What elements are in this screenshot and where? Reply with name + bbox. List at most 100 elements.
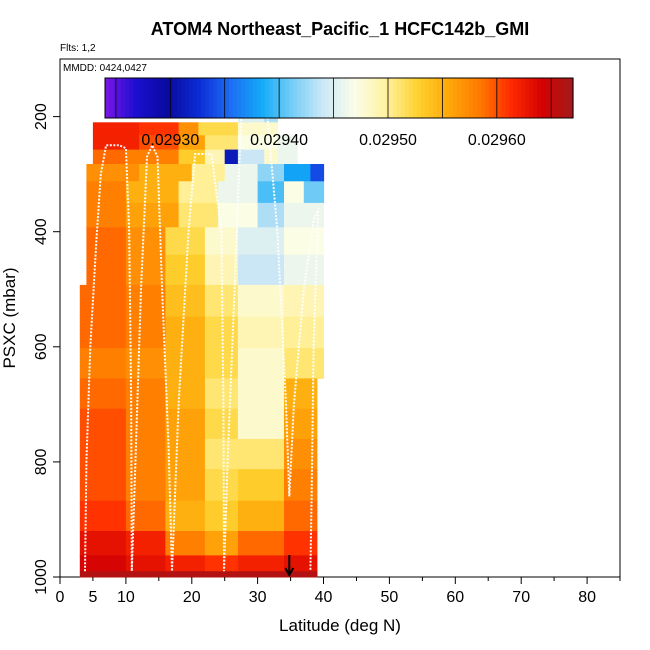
colorbar-tick-lines [115,78,552,118]
colorbar-swatch [189,78,194,118]
heatmap-cell [165,408,206,440]
colorbar-labels: 0.02930 0.02940 0.02950 0.02960 [141,132,525,149]
heatmap-cell [284,408,318,440]
colorbar-tick-label: 0.02940 [250,132,308,149]
colorbar-swatch [465,78,470,118]
heatmap-cell [86,227,127,256]
x-axis: 0 5 10 20 30 40 50 60 70 80 [56,577,621,606]
flight-track-layer [84,115,320,572]
colorbar-swatch [369,78,374,118]
colorbar-swatch [305,78,310,118]
heatmap-cell [86,164,140,182]
colorbar-swatch [337,78,342,118]
heatmap-cell [237,348,285,379]
heatmap-cell [86,202,127,228]
heatmap-cell [178,135,206,151]
heatmap-cell [165,254,206,286]
colorbar-swatch [557,78,562,118]
colorbar-swatch [173,78,178,118]
y-tick-label: 200 [33,103,50,130]
heatmap-cell [204,531,239,556]
colorbar-swatch [161,78,166,118]
colorbar-swatch [109,78,114,118]
heatmap-cell [165,438,206,470]
colorbar-swatch [169,78,174,118]
colorbar-swatch [525,78,530,118]
colorbar-swatch [561,78,566,118]
heatmap-cell [284,254,324,286]
colorbar-swatch [121,78,126,118]
colorbar-swatch [157,78,162,118]
heatmap-cell [237,284,285,318]
colorbar-swatch [245,78,250,118]
heatmap-cell [284,316,324,349]
colorbar-swatch [205,78,210,118]
colorbar-swatch [229,78,234,118]
colorbar-swatch [401,78,406,118]
heatmap-cell [79,555,127,572]
colorbar-swatch [329,78,334,118]
colorbar-swatch [225,78,230,118]
heatmap-cell [165,500,206,532]
x-tick-label: 70 [512,589,530,606]
heatmap-cell [125,202,180,228]
colorbar-swatch [281,78,286,118]
colorbar-swatch [137,78,142,118]
colorbar-swatch [529,78,534,118]
heatmap-cell [204,438,239,470]
heatmap-cell [204,149,226,165]
colorbar-swatch [133,78,138,118]
heatmap-cell [125,348,166,379]
heatmap-cell [125,438,166,470]
heatmap-cell [218,181,259,204]
colorbar-swatch [153,78,158,118]
heatmap-cell [125,555,166,572]
colorbar-swatch [509,78,514,118]
colorbar-swatch [241,78,246,118]
colorbar-swatch [393,78,398,118]
marker-arrow-head [284,567,295,578]
heatmap-cell [125,254,166,286]
heatmap-cell [237,135,278,151]
colorbar-swatch [353,78,358,118]
y-tick-label: 400 [33,218,50,245]
colorbar-swatch [269,78,274,118]
colorbar-swatch [141,78,146,118]
colorbar-swatch [421,78,426,118]
colorbar-swatch [285,78,290,118]
colorbar-swatch [105,78,110,118]
colorbar-swatch [505,78,510,118]
colorbar-swatch [145,78,150,118]
heatmap-cell [165,316,206,349]
colorbar-swatch [545,78,550,118]
heatmap-cell [224,149,239,165]
colorbar-swatch [377,78,382,118]
heatmap-cell [79,500,127,532]
colorbar-swatch [417,78,422,118]
x-tick-label: 0 [56,589,65,606]
heatmap-cell [284,164,311,182]
colorbar-swatch [373,78,378,118]
colorbar-swatch [489,78,494,118]
colorbar-swatch [313,78,318,118]
heatmap-cell [125,284,166,318]
colorbar-swatch [293,78,298,118]
colorbar-swatch [317,78,322,118]
heatmap-cell [310,164,325,182]
colorbar-swatch [429,78,434,118]
colorbar-swatch [517,78,522,118]
heatmap-cell [284,227,324,256]
y-tick-label: 600 [33,333,50,360]
colorbar-swatch [537,78,542,118]
heatmap-cell [125,316,166,349]
colorbar-swatch [257,78,262,118]
colorbar-swatch [165,78,170,118]
colorbar-tick-label: 0.02960 [468,132,526,149]
colorbar-swatch [265,78,270,118]
heatmap-cell [257,202,285,228]
colorbar-swatch [253,78,258,118]
heatmap-cell [284,555,318,572]
colorbar-swatch [213,78,218,118]
heatmap-cell [237,408,285,440]
